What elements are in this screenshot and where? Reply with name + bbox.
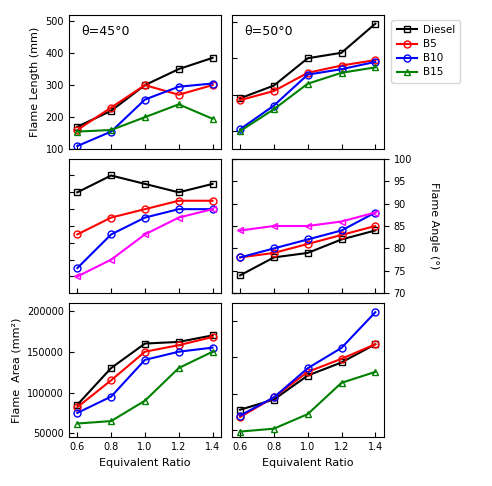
X-axis label: Equivalent Ratio: Equivalent Ratio [262,458,353,468]
Y-axis label: Flame Length (mm): Flame Length (mm) [30,27,40,137]
Y-axis label: Flame Angle (°): Flame Angle (°) [429,182,438,270]
Text: θ=50°0: θ=50°0 [244,25,292,38]
X-axis label: Equivalent Ratio: Equivalent Ratio [99,458,191,468]
Text: θ=45°0: θ=45°0 [81,25,129,38]
Legend: Diesel, B5, B10, B15: Diesel, B5, B10, B15 [392,20,460,83]
Y-axis label: Flame  Area (mm²): Flame Area (mm²) [12,317,22,423]
